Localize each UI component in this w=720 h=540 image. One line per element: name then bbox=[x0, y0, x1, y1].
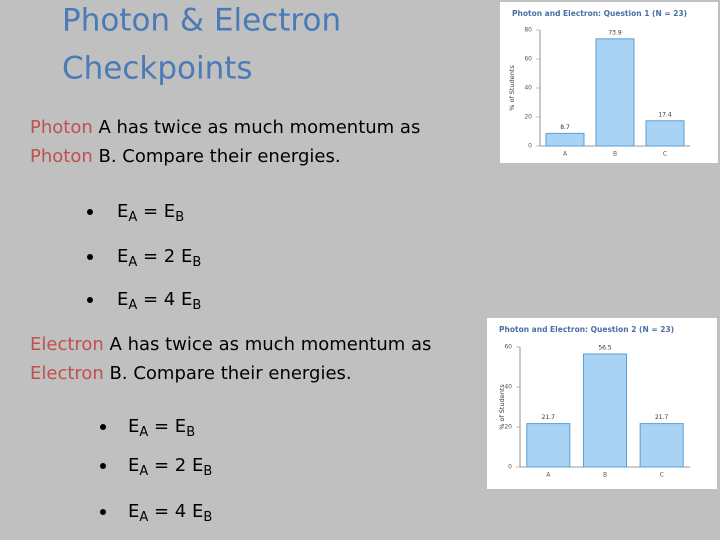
subscript: A bbox=[139, 510, 148, 525]
question-text: Electron bbox=[30, 334, 104, 355]
subscript: B bbox=[192, 255, 201, 270]
question-line: Photon A has twice as much momentum as bbox=[30, 117, 420, 138]
value-label: 17.4 bbox=[658, 111, 672, 118]
question-text: A has twice as much momentum as bbox=[93, 117, 421, 138]
value-label: 73.9 bbox=[608, 29, 622, 36]
title-line: Checkpoints bbox=[62, 51, 253, 87]
question-text: Photon bbox=[30, 117, 93, 138]
chart-title: Photon and Electron: Question 2 (N = 23) bbox=[499, 325, 674, 334]
question-text: A has twice as much momentum as bbox=[104, 334, 432, 355]
subscript: B bbox=[192, 298, 201, 313]
bar bbox=[639, 423, 684, 468]
option: EA = 4 EB bbox=[128, 501, 212, 525]
bar bbox=[582, 353, 628, 468]
option-text: = 2 E bbox=[137, 246, 192, 267]
value-label: 21.7 bbox=[542, 414, 556, 421]
option-text: E bbox=[128, 501, 139, 522]
bar bbox=[545, 132, 585, 147]
option-text: E bbox=[117, 201, 128, 222]
x-tick-label: A bbox=[563, 151, 568, 158]
bullet bbox=[87, 297, 93, 303]
value-label: 8.7 bbox=[560, 124, 570, 131]
y-tick-label: 40 bbox=[504, 384, 512, 391]
subscript: A bbox=[139, 425, 148, 440]
bullet bbox=[100, 424, 106, 430]
question-text: B. Compare their energies. bbox=[93, 146, 341, 167]
option: EA = EB bbox=[117, 201, 184, 225]
value-label: 56.5 bbox=[598, 345, 612, 352]
bar bbox=[595, 38, 635, 147]
bar bbox=[645, 120, 685, 147]
option-text: E bbox=[117, 246, 128, 267]
option-text: = 4 E bbox=[137, 289, 192, 310]
y-tick-label: 60 bbox=[504, 344, 512, 351]
option-text: = E bbox=[148, 416, 186, 437]
option-text: E bbox=[128, 455, 139, 476]
question-line: Electron B. Compare their energies. bbox=[30, 363, 352, 384]
y-tick-label: 20 bbox=[524, 114, 532, 121]
y-axis-label: % of Students bbox=[498, 384, 506, 430]
y-tick-label: 40 bbox=[524, 85, 532, 92]
x-tick-label: B bbox=[613, 151, 617, 158]
subscript: A bbox=[128, 255, 137, 270]
option-text: = E bbox=[137, 201, 175, 222]
option-text: = 4 E bbox=[148, 501, 203, 522]
y-tick-label: 60 bbox=[524, 56, 532, 63]
subscript: A bbox=[128, 210, 137, 225]
bar bbox=[526, 423, 571, 468]
question-text: B. Compare their energies. bbox=[104, 363, 352, 384]
option: EA = 2 EB bbox=[128, 455, 212, 479]
option: EA = 2 EB bbox=[117, 246, 201, 270]
question-line: Photon B. Compare their energies. bbox=[30, 146, 341, 167]
subscript: B bbox=[203, 464, 212, 479]
question-line: Electron A has twice as much momentum as bbox=[30, 334, 431, 355]
subscript: B bbox=[186, 425, 195, 440]
option-text: E bbox=[117, 289, 128, 310]
subscript: B bbox=[203, 510, 212, 525]
option: EA = 4 EB bbox=[117, 289, 201, 313]
chart-title: Photon and Electron: Question 1 (N = 23) bbox=[512, 9, 687, 18]
option-text: = 2 E bbox=[148, 455, 203, 476]
y-tick-label: 80 bbox=[524, 27, 532, 34]
option-text: E bbox=[128, 416, 139, 437]
y-tick-label: 20 bbox=[504, 424, 512, 431]
y-tick-label: 0 bbox=[508, 464, 512, 471]
x-tick-label: C bbox=[663, 151, 667, 158]
title-line: Photon & Electron bbox=[62, 3, 341, 39]
x-tick-label: C bbox=[660, 472, 664, 479]
subscript: A bbox=[139, 464, 148, 479]
value-label: 21.7 bbox=[655, 414, 669, 421]
option: EA = EB bbox=[128, 416, 195, 440]
bullet bbox=[87, 209, 93, 215]
question-text: Photon bbox=[30, 146, 93, 167]
y-axis-label: % of Students bbox=[508, 65, 516, 111]
subscript: B bbox=[175, 210, 184, 225]
bullet bbox=[100, 463, 106, 469]
question-text: Electron bbox=[30, 363, 104, 384]
x-tick-label: A bbox=[546, 472, 551, 479]
y-tick-label: 0 bbox=[528, 143, 532, 150]
subscript: A bbox=[128, 298, 137, 313]
bullet bbox=[87, 254, 93, 260]
x-tick-label: B bbox=[603, 472, 607, 479]
bullet bbox=[100, 509, 106, 515]
